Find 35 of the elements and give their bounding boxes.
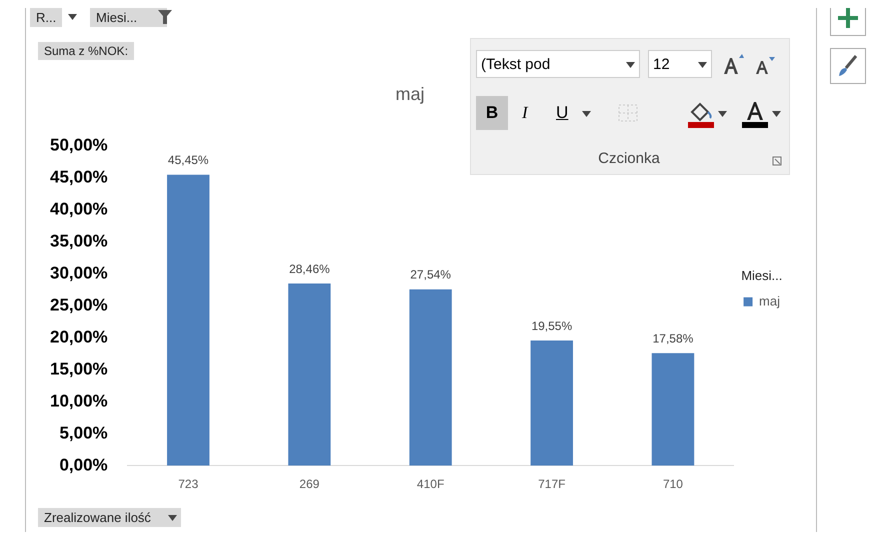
x-tick-label: 710 xyxy=(662,477,684,492)
y-tick-label: 15,00% xyxy=(50,359,108,378)
legend-label: maj xyxy=(759,293,780,308)
bar xyxy=(167,174,210,466)
y-tick-label: 40,00% xyxy=(50,199,108,218)
text: Miesi... xyxy=(90,8,168,27)
y-tick-label: 50,00% xyxy=(50,135,108,154)
y-tick-label: 25,00% xyxy=(50,295,108,314)
data-label: 27,54% xyxy=(410,268,452,282)
legend-title: Miesi... xyxy=(741,268,782,283)
x-tick-label: 723 xyxy=(178,477,199,492)
y-tick-label: 45,00% xyxy=(50,167,108,186)
text: Zrealizowane ilość xyxy=(38,508,181,527)
x-tick-label: 410F xyxy=(416,477,444,492)
data-label: 28,46% xyxy=(289,262,330,276)
y-tick-label: 35,00% xyxy=(50,231,108,250)
text: R... xyxy=(30,8,62,27)
y-tick-label: 5,00% xyxy=(59,423,108,442)
x-tick-label: 269 xyxy=(299,477,320,492)
y-tick-label: 0,00% xyxy=(59,455,108,474)
font-formatting-panel: (Tekst pod 12 B I U Czcionka xyxy=(470,38,790,175)
data-label: 19,55% xyxy=(531,318,572,333)
y-tick-label: 10,00% xyxy=(50,391,108,410)
bar xyxy=(288,283,331,466)
y-tick-label: 20,00% xyxy=(50,327,108,346)
x-tick-label: 717F xyxy=(538,477,566,492)
data-label: 17,58% xyxy=(652,331,694,346)
bar xyxy=(652,353,694,466)
bar xyxy=(530,340,573,466)
y-tick-label: 30,00% xyxy=(50,263,108,282)
chart-title: maj xyxy=(395,84,425,104)
annotation: Czcionka xyxy=(597,150,661,167)
data-label: 45,45% xyxy=(168,153,209,168)
text: Suma z %NOK: xyxy=(38,42,134,60)
bar xyxy=(409,289,452,466)
